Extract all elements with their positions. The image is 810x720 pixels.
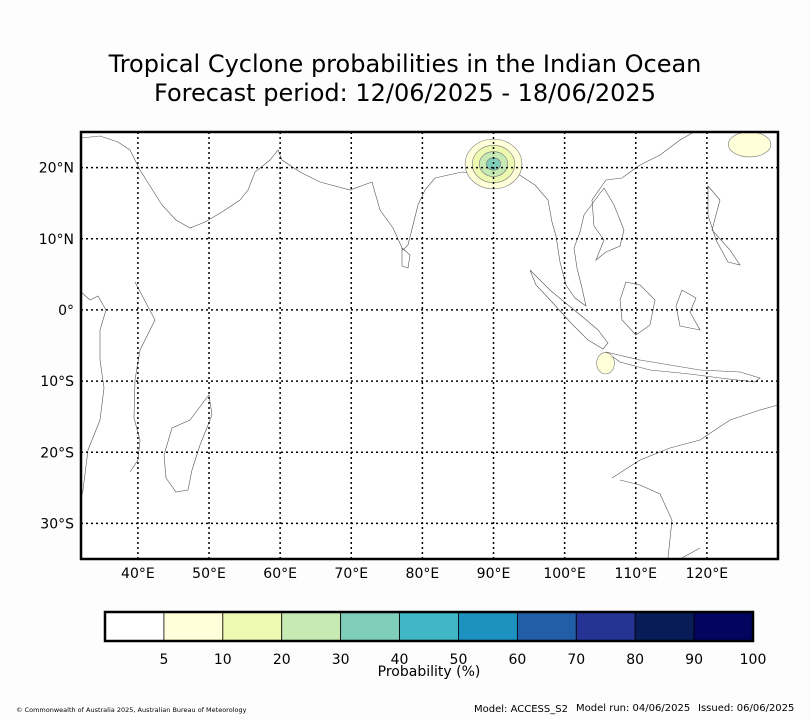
probability-contour-1-5: [727, 132, 772, 158]
colorbar: 5 10 20 30 40 50 60 70 80 90 100: [103, 610, 767, 668]
colorbar-swatch: [163, 611, 224, 642]
chart-subtitle: Forecast period: 12/06/2025 - 18/06/2025: [154, 79, 656, 107]
x-tick-label: 40°E: [121, 566, 155, 582]
colorbar-tick-label: 5: [159, 652, 168, 668]
philippines-coastline: [707, 185, 741, 266]
colorbar-tick-label: 70: [567, 652, 585, 668]
model-name: Model: ACCESS_S2: [474, 704, 568, 715]
colorbar-swatch: [281, 611, 342, 642]
graticule: [81, 132, 778, 559]
y-tick-label: 10°S: [40, 374, 74, 390]
colorbar-swatch: [340, 611, 400, 642]
east-africa-coastline: [129, 281, 156, 473]
colorbar-swatch: [104, 611, 165, 642]
africa-coastline: [81, 291, 107, 501]
colorbar-swatch: [693, 611, 754, 642]
australia-coastline: [611, 404, 778, 559]
model-run-date: Model run: 04/06/2025: [576, 703, 691, 714]
x-tick-label: 110°E: [614, 566, 657, 582]
colorbar-tick-label: 10: [214, 652, 232, 668]
colorbar-tick-label: 40: [391, 652, 409, 668]
colorbar-tick-label: 60: [508, 652, 526, 668]
colorbar-tick-label: 100: [740, 652, 767, 668]
colorbar-tick-label: 90: [685, 652, 703, 668]
java-coastline: [605, 351, 761, 383]
copyright-notice: © Commonwealth of Australia 2025, Austra…: [16, 706, 247, 714]
x-tick-label: 100°E: [543, 566, 586, 582]
colorbar-label: Probability (%): [377, 664, 481, 680]
colorbar-swatch: [575, 611, 636, 642]
map-frame: [79, 130, 780, 561]
chart-title: Tropical Cyclone probabilities in the In…: [108, 50, 702, 78]
colorbar-swatch: [634, 611, 695, 642]
x-tick-label: 50°E: [192, 566, 226, 582]
madagascar-coastline: [163, 394, 213, 493]
y-tick-labels: 20°N 10°N 0° 10°S 20°S 30°S: [39, 161, 74, 533]
colorbar-frame: [103, 610, 755, 643]
sri-lanka-coastline: [401, 247, 411, 269]
x-tick-label: 70°E: [334, 566, 368, 582]
borneo-coastline: [619, 281, 656, 336]
x-tick-label: 60°E: [263, 566, 297, 582]
y-tick-label: 30°S: [40, 516, 74, 532]
colorbar-tick-label: 20: [273, 652, 291, 668]
colorbar-swatch: [399, 611, 459, 642]
y-tick-label: 20°N: [39, 161, 74, 177]
colorbar-swatch: [458, 611, 518, 642]
y-tick-label: 0°: [58, 303, 74, 319]
probability-contours: [464, 132, 772, 375]
y-tick-label: 10°N: [39, 232, 74, 248]
colorbar-tick-label: 50: [450, 652, 468, 668]
x-tick-label: 80°E: [406, 566, 440, 582]
colorbar-tick-label: 30: [332, 652, 350, 668]
map-background: [81, 132, 778, 559]
colorbar-swatch: [516, 611, 577, 642]
colorbar-swatch: [222, 611, 283, 642]
x-tick-label: 90°E: [477, 566, 511, 582]
issued-date: Issued: 06/06/2025: [698, 703, 795, 714]
colorbar-tick-label: 80: [626, 652, 644, 668]
y-tick-label: 20°S: [40, 445, 74, 461]
sulawesi-coastline: [675, 289, 701, 331]
x-tick-labels: 40°E 50°E 60°E 70°E 80°E 90°E 100°E 110°E 120°E: [121, 566, 728, 582]
probability-contour-2-5: [596, 352, 615, 375]
x-tick-label: 120°E: [686, 566, 729, 582]
